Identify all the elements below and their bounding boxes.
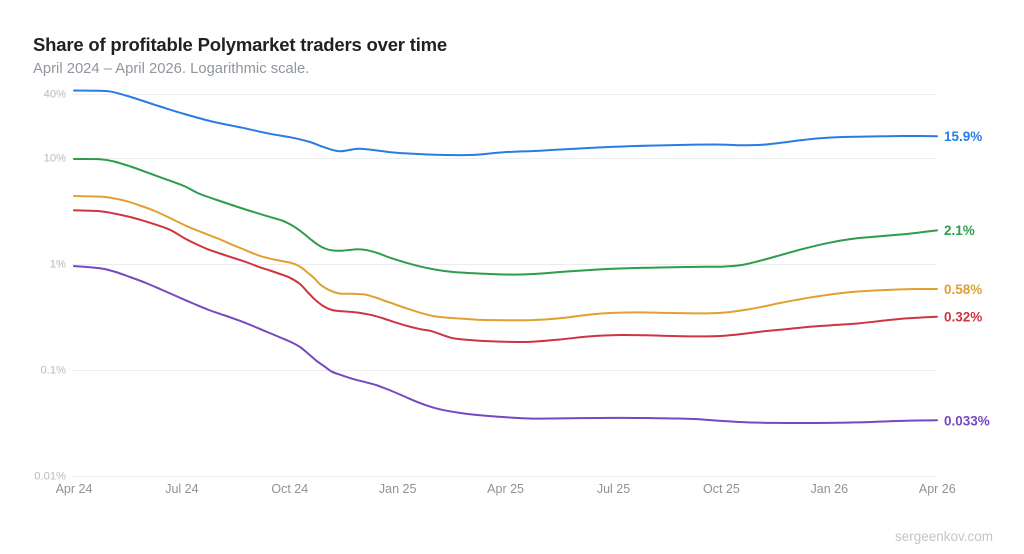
svg-text:Apr 26: Apr 26	[919, 482, 956, 496]
svg-text:10%: 10%	[44, 153, 66, 165]
svg-text:0.58%: 0.58%	[944, 282, 982, 297]
svg-text:0.1%: 0.1%	[41, 365, 67, 377]
svg-text:Jan 26: Jan 26	[811, 482, 849, 496]
svg-text:0.033%: 0.033%	[944, 413, 990, 428]
svg-text:0.32%: 0.32%	[944, 309, 982, 324]
svg-text:0.01%: 0.01%	[34, 471, 66, 483]
svg-text:2.1%: 2.1%	[944, 223, 975, 238]
svg-text:40%: 40%	[44, 89, 66, 101]
svg-text:Oct 25: Oct 25	[703, 482, 740, 496]
svg-text:Jul 24: Jul 24	[165, 482, 198, 496]
svg-text:Apr 25: Apr 25	[487, 482, 524, 496]
svg-text:15.9%: 15.9%	[944, 129, 982, 144]
svg-text:Apr 24: Apr 24	[56, 482, 93, 496]
svg-text:Jul 25: Jul 25	[597, 482, 630, 496]
svg-text:Oct 24: Oct 24	[271, 482, 308, 496]
svg-text:1%: 1%	[50, 259, 66, 271]
svg-text:Jan 25: Jan 25	[379, 482, 417, 496]
